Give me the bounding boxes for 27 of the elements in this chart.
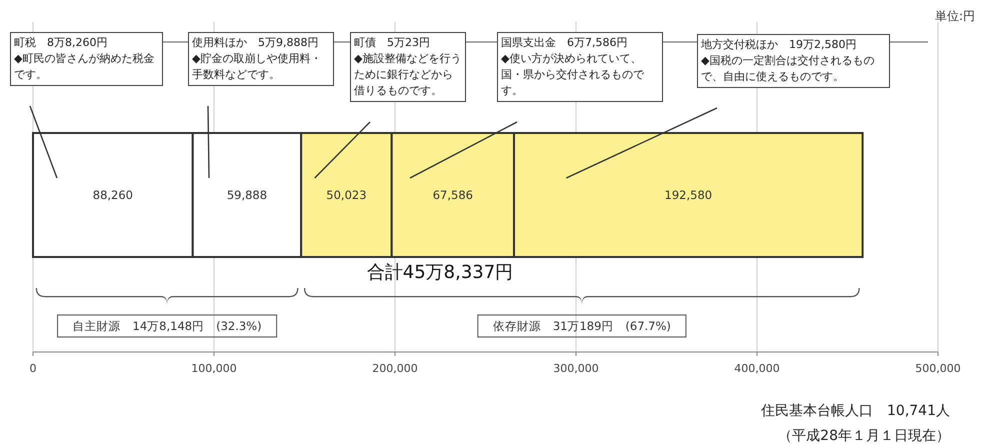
annotation: 国県支出金 6万7,586円 xyxy=(501,35,628,51)
annotation: ◆国税の一定割合は交付されるもので、自由に使えるものです。 xyxy=(701,53,876,85)
annotation: 使用料ほか 5万9,888円 xyxy=(192,35,320,51)
annotation: 町債 5万23円 xyxy=(354,35,431,51)
text: 住民基本台帳人口 10,741人 xyxy=(760,403,950,419)
x-tick-label: 300,000 xyxy=(553,362,599,375)
annotation: ◆使い方が決められていて、国・県から交付されるものです。 xyxy=(501,51,646,99)
annotation: ◆施設整備などを行うために銀行などから借りるものです。 xyxy=(354,51,462,99)
x-tick-label: 100,000 xyxy=(191,362,237,375)
data-label: 50,023 xyxy=(326,188,367,202)
data-label: 59,888 xyxy=(226,188,268,202)
text: （平成28年１月１日現在） xyxy=(778,428,950,444)
data-label: 88,260 xyxy=(92,188,133,202)
annotation: 依存財源 31万189円 (67.7%) xyxy=(492,319,671,333)
data-label: 192,580 xyxy=(664,188,712,202)
x-tick-label: 500,000 xyxy=(915,362,961,375)
annotation: ◆町民の皆さんが納めた税金です。 xyxy=(14,51,156,83)
x-tick-label: 400,000 xyxy=(734,362,780,375)
x-tick-label: 200,000 xyxy=(372,362,418,375)
annotation: 町税 8万8,260円 xyxy=(14,35,108,51)
annotation: 地方交付税ほか 19万2,580円 xyxy=(701,37,858,53)
x-tick-label: 0 xyxy=(30,362,36,375)
data-label: 67,586 xyxy=(432,188,473,202)
annotation: 自主財源 14万8,148円 (32.3%) xyxy=(72,319,262,333)
annotation: ◆貯金の取崩しや使用料・手数料などです。 xyxy=(192,51,322,83)
annotation: 合計45万8,337円 xyxy=(366,262,514,283)
annotation: 単位:円 xyxy=(934,9,975,23)
